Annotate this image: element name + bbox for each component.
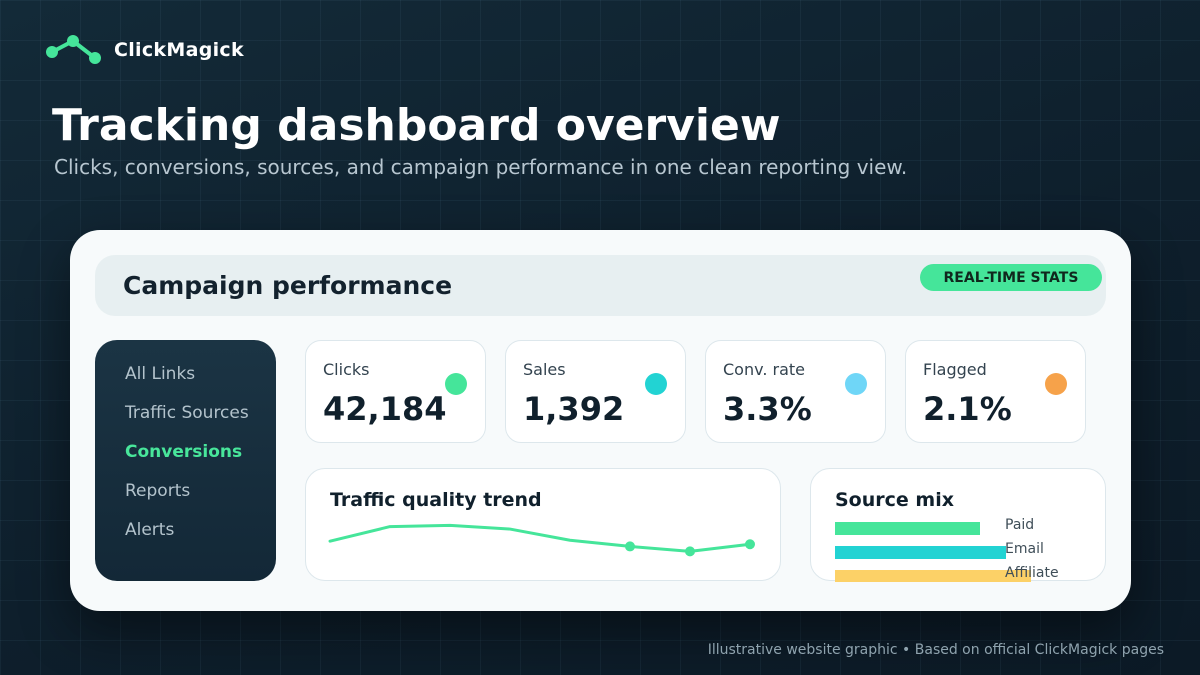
mix-bar-paid [835,522,981,535]
network-nodes-icon [46,35,101,64]
mix-bar-email [835,546,1006,559]
stat-value: 1,392 [523,390,625,428]
stat-label: Conv. rate [723,360,805,379]
mix-bar-affiliate [835,570,1031,582]
footer-note: Illustrative website graphic • Based on … [707,642,1164,658]
stat-label: Clicks [323,360,370,379]
panel-title: Source mix [835,489,954,511]
status-dot-icon [1045,373,1067,395]
card-header: Campaign performance REAL-TIME STATS [95,255,1106,316]
traffic-quality-panel: Traffic quality trend [305,468,781,581]
stat-card-sales: Sales 1,392 [505,340,686,443]
stat-label: Sales [523,360,566,379]
stat-value: 3.3% [723,390,812,428]
mix-label: Affiliate [1005,565,1059,581]
sidebar-item-traffic-sources[interactable]: Traffic Sources [125,403,249,423]
brand-logo[interactable]: ClickMagick [44,32,244,68]
trend-point [745,539,755,550]
stat-card-flagged: Flagged 2.1% [905,340,1086,443]
mix-label: Email [1005,541,1044,557]
sidebar-item-reports[interactable]: Reports [125,481,191,501]
sidebar-item-alerts[interactable]: Alerts [125,520,175,540]
source-mix-panel: Source mix Paid Email Affiliate [810,468,1106,582]
trend-line [328,523,752,553]
mix-label: Paid [1005,517,1035,533]
trend-point [625,541,635,552]
status-dot-icon [645,373,667,395]
stat-card-conv-rate: Conv. rate 3.3% [705,340,886,443]
sidebar-item-all-links[interactable]: All Links [125,364,196,384]
trend-point [685,546,695,557]
card-title: Campaign performance [123,271,453,300]
stat-value: 42,184 [323,390,447,428]
sidebar-item-conversions[interactable]: Conversions [125,442,243,462]
stat-value: 2.1% [923,390,1012,428]
stat-label: Flagged [923,360,987,379]
realtime-badge: REAL-TIME STATS [920,264,1102,291]
stat-card-clicks: Clicks 42,184 [305,340,486,443]
page-subtitle: Clicks, conversions, sources, and campai… [54,155,908,179]
page-title: Tracking dashboard overview [52,100,781,151]
status-dot-icon [445,373,467,395]
panel-title: Traffic quality trend [330,489,542,511]
status-dot-icon [845,373,867,395]
trend-sparkline [328,523,755,557]
sidebar: All Links Traffic Sources Conversions Re… [95,340,276,581]
dashboard-card: Campaign performance REAL-TIME STATS All… [70,230,1131,611]
brand-name: ClickMagick [114,39,244,61]
